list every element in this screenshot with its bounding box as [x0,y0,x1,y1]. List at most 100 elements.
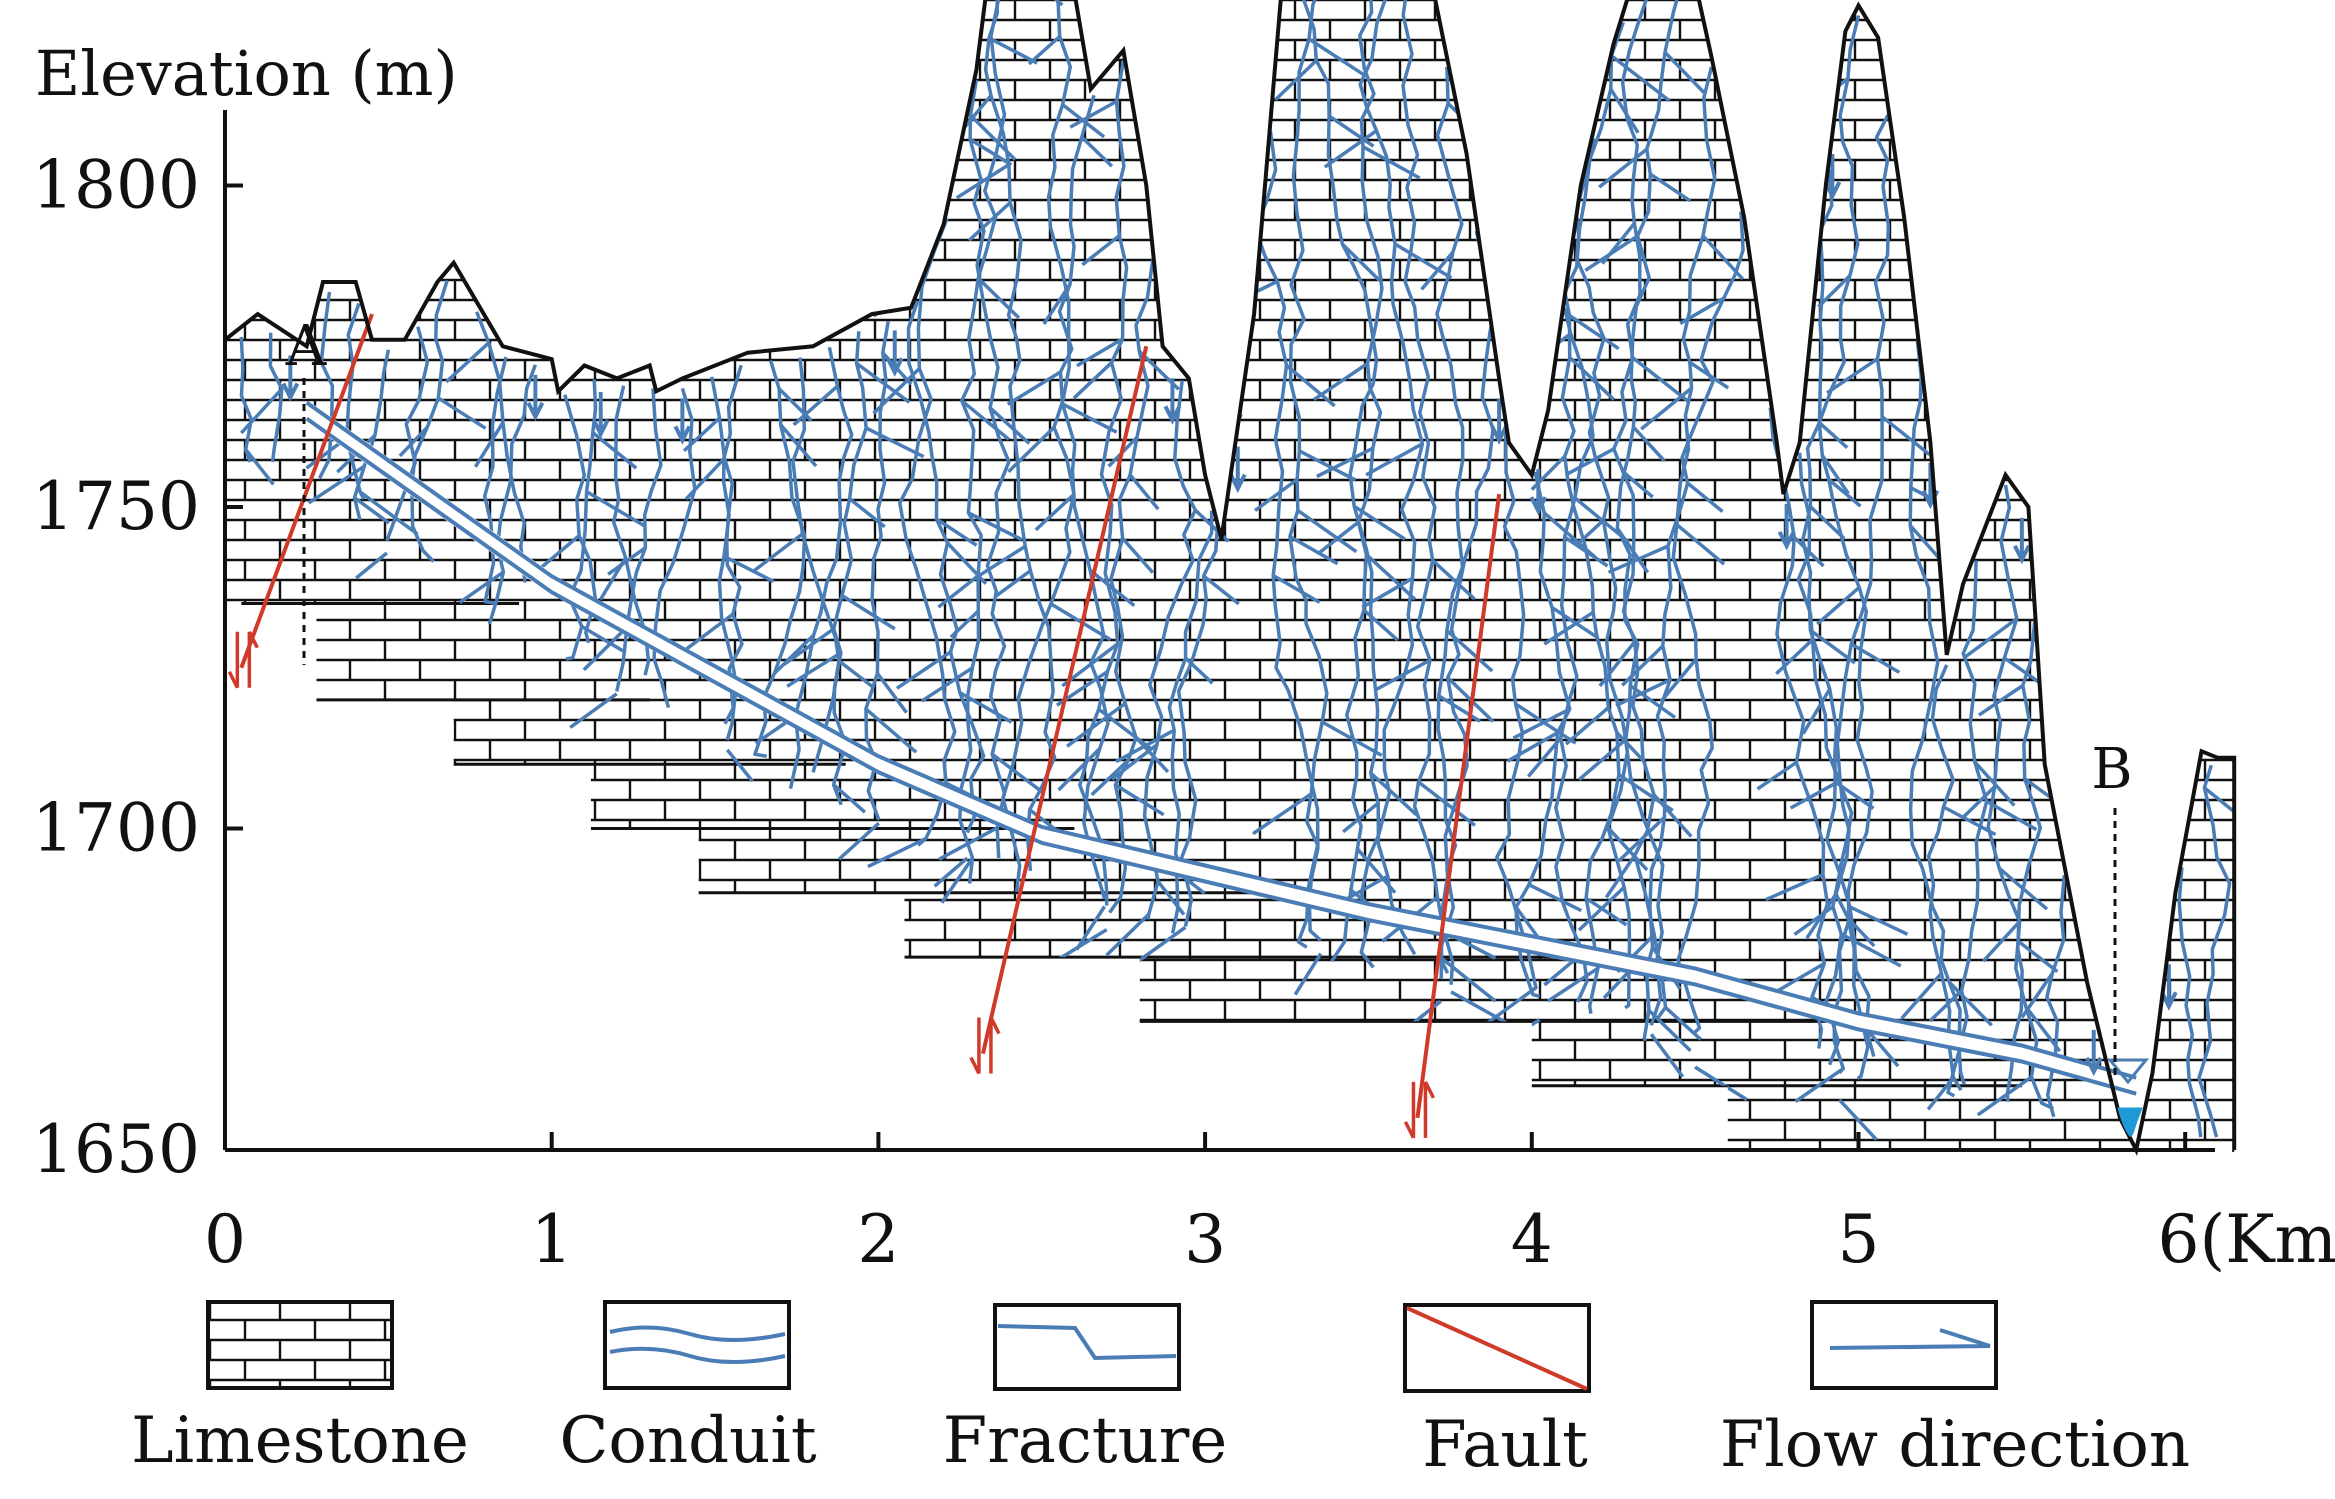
fracture-branch [969,137,1013,167]
fracture-branch [988,406,1031,445]
y-tick-label: 1750 [32,468,200,545]
fracture-branch [753,532,804,572]
fracture-branch [1296,508,1358,554]
flow-arrow-icon [526,374,545,422]
fracture-branch [1850,642,1901,674]
fracture [1288,0,1329,949]
fracture-branch [681,612,735,654]
fracture-branch [1686,481,1724,513]
fracture-branch [1156,880,1186,916]
fracture-branch [244,448,275,486]
fracture-branch [307,464,366,505]
fracture-branch [1679,296,1725,326]
fracture-branch [1649,1033,1685,1078]
fault-slip-arrow-icon [227,630,259,689]
fracture-branch [1801,688,1832,735]
fracture [268,332,284,463]
fracture-branch [1114,783,1165,817]
spring-marker-icon [2106,1058,2150,1085]
conduit-upper-wall [305,400,2137,1080]
fault-slip-arrow-icon [969,1016,1001,1075]
fracture-branch [1034,493,1076,532]
fracture [474,311,527,583]
fracture-branch [607,546,647,576]
fracture-branch [1272,573,1321,604]
fracture [1401,0,1450,974]
fracture-branch [937,574,980,609]
fracture-branch [855,361,911,404]
fracture-branch [1543,610,1595,646]
fracture-branch [773,633,815,675]
fracture-branch [1482,986,1537,1028]
fracture-branch [1820,454,1850,495]
fracture-branch [2203,786,2235,815]
fracture-branch [1631,356,1691,404]
fracture [352,349,391,521]
fracture-branch [1121,537,1155,574]
fracture-branch [1341,801,1380,834]
fracture [1671,66,1717,1034]
fracture-branch [1514,702,1577,745]
terrain-profile [223,0,2237,1156]
fracture-branch [580,624,627,655]
fracture-branch [2020,972,2054,1019]
fault-symbol-icon [1406,1306,1588,1391]
fracture [652,387,697,709]
fracture [788,346,854,789]
fracture [958,0,1037,884]
fracture-branch [1584,234,1639,272]
fracture-branch [1027,35,1061,66]
fracture-branch [961,94,993,132]
fracture-branch [1694,1065,1748,1102]
fracture-branch [872,367,921,415]
fracture-branch [786,651,842,688]
fracture-branch [1007,426,1056,473]
fracture-branch [1057,747,1102,792]
x-ticks: 0 1 2 3 4 5 6(Km) [204,1132,2335,1278]
fracture-network [239,0,2235,1141]
fracture-branch [935,517,978,547]
flow-arrow-icon [2084,1029,2103,1077]
legend-conduit: Conduit [559,1300,817,1478]
x-tick-label: 4 [1511,1201,1553,1278]
fracture-branch [1285,364,1336,408]
y-tick-label: 1650 [32,1111,200,1188]
fracture-branch [682,416,721,453]
fracture-branch [993,569,1032,599]
fracture-branch [1274,59,1318,102]
fracture-branch [1313,362,1369,402]
fracture-branch [1090,759,1130,797]
flow-arrow-icon [591,391,610,439]
fracture-branch [1065,701,1127,748]
legend-limestone-label: Limestone [131,1404,469,1478]
fracture-branch [1789,779,1840,810]
fracture-branch [1128,473,1160,511]
fracture-branch [445,341,490,384]
fracture-branch [1652,793,1693,838]
fracture [1301,0,1417,956]
fracture-branch [1323,129,1378,169]
fracture-branch [1341,242,1381,282]
fracture [753,359,807,758]
fracture-branch [1805,893,1838,940]
fracture-branch [1574,519,1605,548]
fracture-branch [1081,234,1121,267]
fracture-branch [1362,608,1399,642]
fracture-branch [1431,559,1476,601]
fracture-branch [1394,242,1453,280]
fracture-branch [976,277,1021,320]
legend-fault-label: Fault [1422,1408,1588,1482]
fracture-branch [1838,1098,1878,1141]
fracture-branch [540,534,581,569]
fracture-branch [865,426,925,459]
fracture-branch [398,425,429,458]
fracture-branch [1298,449,1357,482]
fracture-branch [782,627,835,666]
fracture-branch [1134,736,1170,774]
fracture [239,336,254,463]
fracture-branch [988,36,1039,65]
fracture-branch [1647,1009,1692,1053]
axes [223,110,2215,1152]
x-tick-label: 0 [204,1201,246,1278]
fracture-branch [1308,37,1366,77]
